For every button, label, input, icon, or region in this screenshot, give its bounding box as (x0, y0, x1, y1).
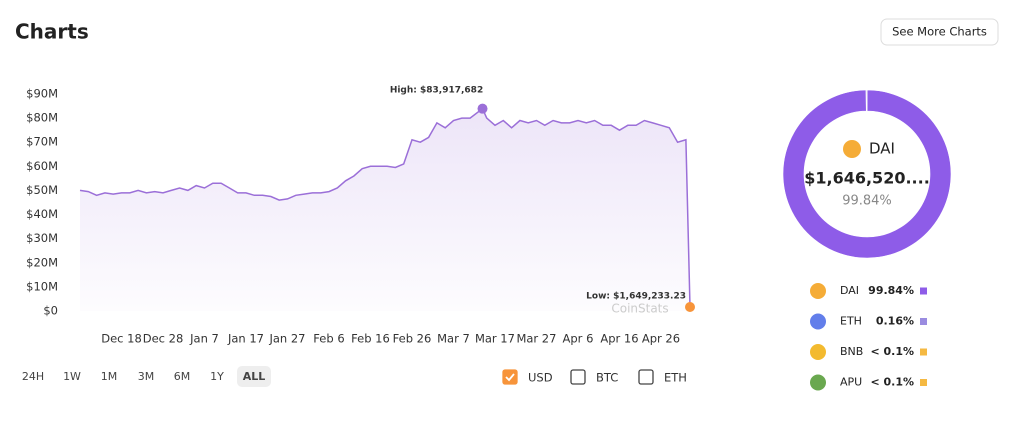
legend-swatch (920, 379, 927, 386)
y-tick-label: $50M (26, 183, 58, 197)
x-tick-label: Apr 6 (563, 332, 594, 346)
page-title: Charts (15, 20, 89, 44)
legend-icon (810, 314, 826, 330)
legend-icon (810, 375, 826, 391)
x-tick-label: Apr 26 (642, 332, 680, 346)
center-name: DAI (869, 140, 895, 158)
high-point (478, 104, 488, 114)
x-tick-label: Mar 17 (475, 332, 515, 346)
low-label: Low: $1,649,233.23 (586, 292, 686, 302)
y-tick-label: $80M (26, 111, 58, 125)
x-tick-label: Feb 6 (313, 332, 344, 346)
range-button[interactable]: 6M (174, 370, 191, 383)
x-tick-label: Dec 18 (101, 332, 142, 346)
legend-swatch (920, 318, 927, 325)
y-tick-label: $10M (26, 279, 58, 293)
legend-swatch (920, 288, 927, 295)
legend-name: BNB (840, 345, 863, 358)
center-value: $1,646,520.... (804, 169, 930, 188)
range-button[interactable]: 1W (63, 370, 81, 383)
legend-icon (810, 344, 826, 360)
see-more-label[interactable]: See More Charts (892, 25, 987, 39)
y-tick-label: $30M (26, 231, 58, 245)
legend-name: ETH (840, 315, 862, 328)
checkbox[interactable] (571, 370, 585, 384)
checkbox-label[interactable]: USD (528, 371, 553, 385)
low-point (685, 302, 695, 312)
x-tick-label: Jan 7 (189, 332, 219, 346)
x-tick-label: Mar 7 (437, 332, 470, 346)
legend-value: < 0.1% (870, 345, 914, 358)
x-tick-label: Mar 27 (516, 332, 556, 346)
legend-value: < 0.1% (870, 376, 914, 389)
x-tick-label: Jan 27 (268, 332, 305, 346)
checkbox[interactable] (503, 370, 517, 384)
y-tick-label: $0 (43, 304, 58, 318)
x-tick-label: Feb 26 (393, 332, 432, 346)
high-label: High: $83,917,682 (390, 86, 483, 96)
legend-name: APU (840, 376, 862, 389)
x-tick-label: Jan 17 (227, 332, 264, 346)
range-button[interactable]: 1Y (210, 370, 224, 383)
legend-icon (810, 283, 826, 299)
y-tick-label: $40M (26, 207, 58, 221)
x-tick-label: Dec 28 (143, 332, 184, 346)
y-tick-label: $70M (26, 135, 58, 149)
legend-name: DAI (840, 284, 859, 297)
y-tick-label: $60M (26, 159, 58, 173)
legend-value: 0.16% (876, 315, 914, 328)
y-tick-label: $20M (26, 255, 58, 269)
range-button[interactable]: 3M (138, 370, 155, 383)
range-button[interactable]: 1M (101, 370, 118, 383)
center-share: 99.84% (842, 194, 892, 209)
x-tick-label: Feb 16 (351, 332, 390, 346)
range-button[interactable]: 24H (22, 370, 44, 383)
legend-swatch (920, 349, 927, 356)
center-icon (843, 140, 861, 158)
x-tick-label: Apr 16 (600, 332, 638, 346)
watermark: CoinStats (611, 302, 668, 316)
range-button[interactable]: ALL (243, 370, 266, 383)
y-tick-label: $90M (26, 87, 58, 101)
checkbox-label[interactable]: ETH (664, 371, 687, 385)
legend-value: 99.84% (868, 284, 914, 297)
checkbox[interactable] (639, 370, 653, 384)
checkbox-label[interactable]: BTC (596, 371, 618, 385)
